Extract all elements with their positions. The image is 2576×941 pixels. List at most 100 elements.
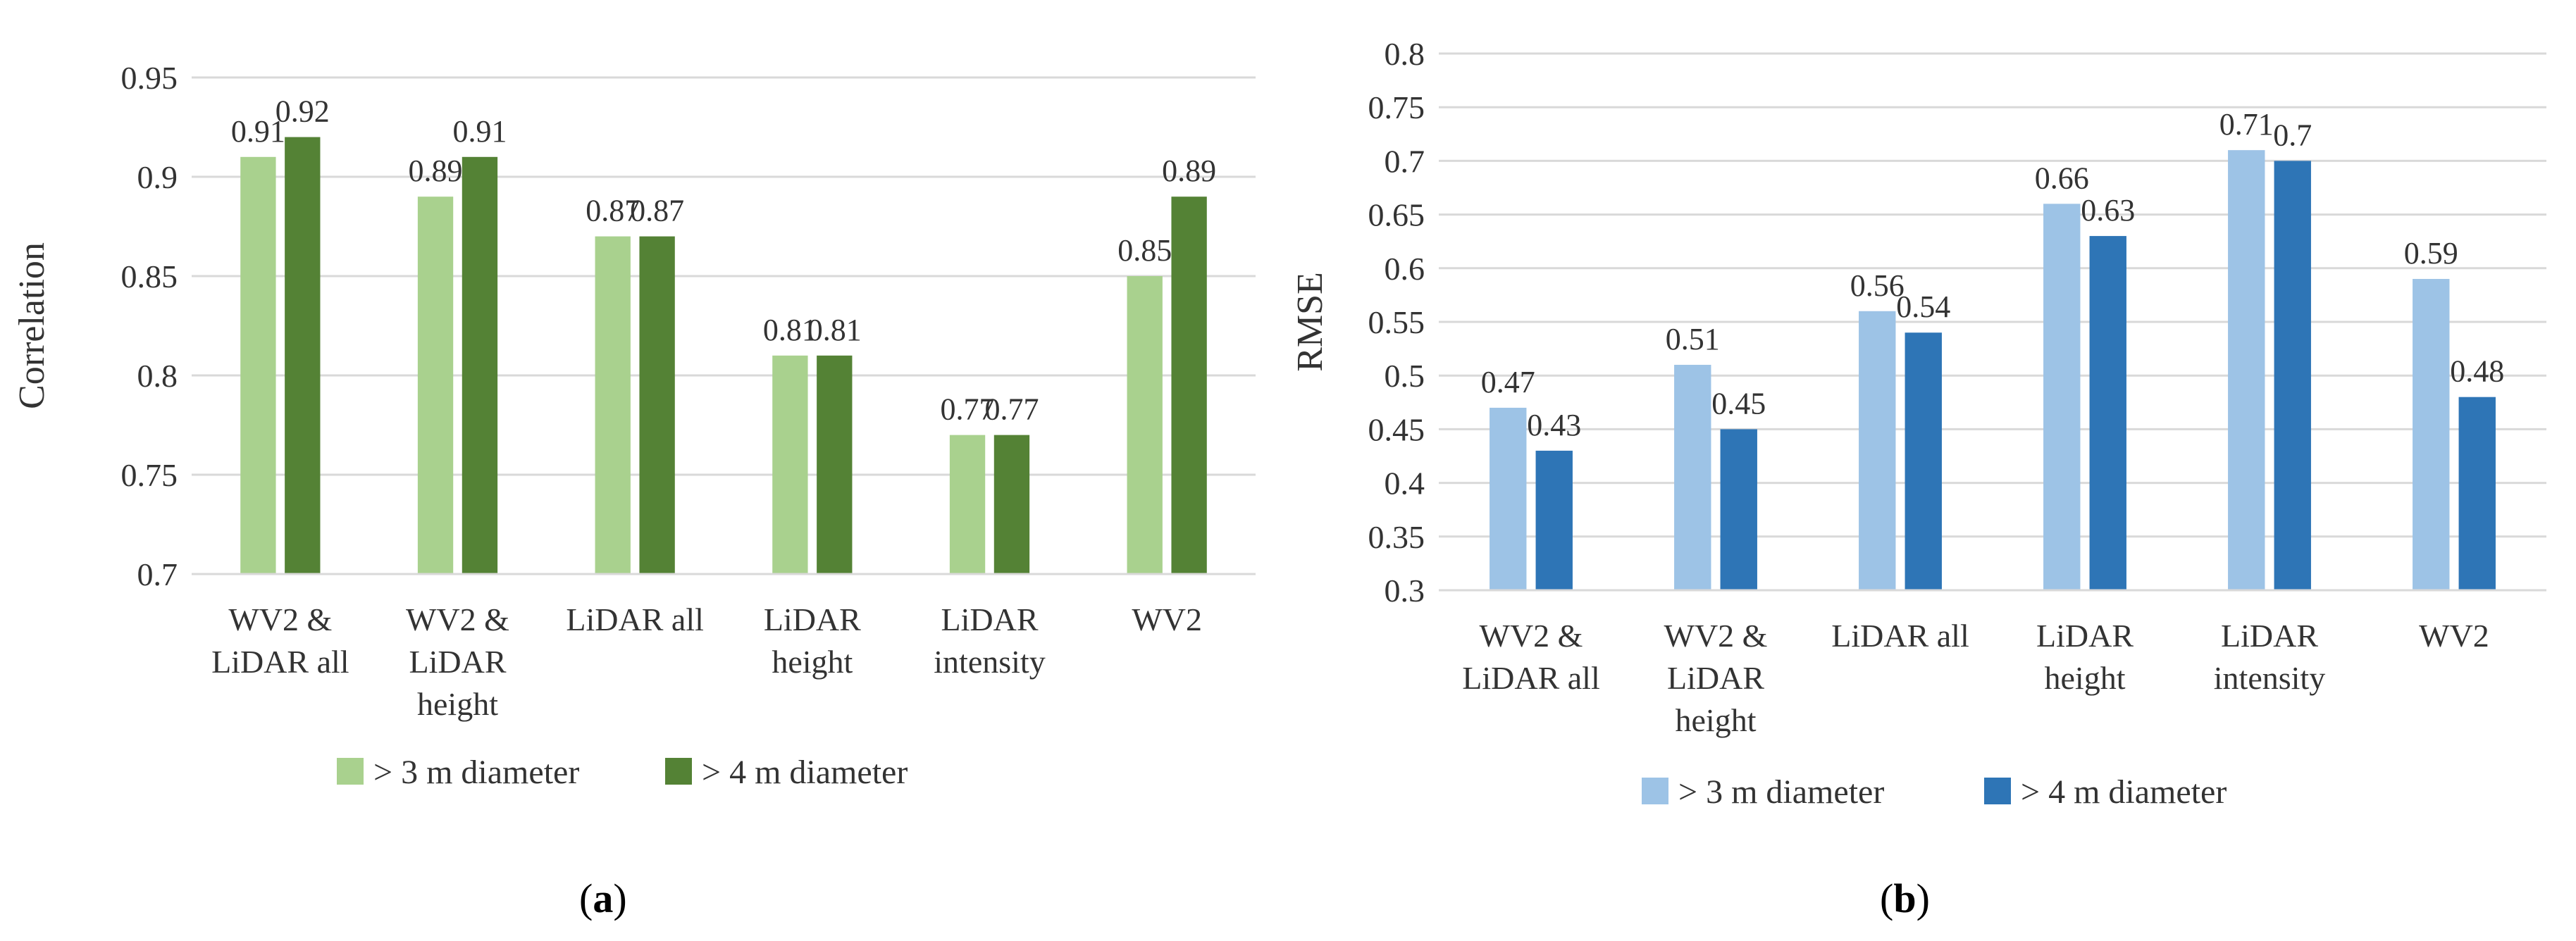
data-label: 0.92 <box>275 94 330 129</box>
caption-b-letter: b <box>1893 875 1916 921</box>
y-tick-label: 0.85 <box>121 258 178 294</box>
x-tick-label: LiDAR all <box>1831 618 1969 654</box>
y-tick-label: 0.75 <box>121 457 178 493</box>
bar <box>1535 450 1573 590</box>
y-tick-label: 0.9 <box>137 159 178 195</box>
bar <box>2089 236 2126 590</box>
data-label: 0.51 <box>1666 322 1720 356</box>
bar <box>2458 397 2496 590</box>
x-tick-label: LiDAR all <box>566 602 703 637</box>
bar <box>2043 204 2081 590</box>
legend-label: > 3 m diameter <box>1678 773 1884 811</box>
y-tick-label: 0.95 <box>121 60 178 96</box>
chart-panel-a: 0.7 0.75 0.8 0.85 0.9 0.95 Correlation 0.91 0.92… <box>12 60 1256 921</box>
bar <box>817 355 853 574</box>
y-tick-label: 0.45 <box>1368 411 1425 447</box>
data-label: 0.87 <box>586 194 640 228</box>
chart-panel-b: 0.3 0.35 0.4 0.45 0.5 0.55 0.6 0.65 0.7 0.75 0.8 RM… <box>1289 0 2576 941</box>
data-label: 0.81 <box>807 313 862 347</box>
bar <box>285 137 321 575</box>
y-tick-label: 0.75 <box>1368 89 1425 125</box>
x-tick-label: WV2 & <box>228 602 332 637</box>
data-label: 0.89 <box>409 154 463 188</box>
y-tick-label: 0.7 <box>137 556 178 592</box>
bar <box>1859 311 1896 590</box>
data-label: 0.54 <box>1896 289 1950 324</box>
x-tick-label: LiDAR <box>1667 660 1764 696</box>
caption-a-letter: a <box>593 875 614 921</box>
data-label: 0.85 <box>1117 233 1172 268</box>
bar <box>240 156 276 575</box>
x-tick-label: WV2 & <box>1480 618 1583 654</box>
rmse-chart: 0.3 0.35 0.4 0.45 0.5 0.55 0.6 0.65 0.7 0.75 0.8 RM… <box>1290 36 2546 811</box>
x-tick-label: WV2 & <box>406 602 509 637</box>
data-label: 0.7 <box>2273 118 2312 152</box>
data-label: 0.89 <box>1162 154 1216 188</box>
bar <box>949 435 986 574</box>
data-label: 0.81 <box>763 313 817 347</box>
bar <box>1171 197 1207 574</box>
x-tick-label: LiDAR all <box>1462 660 1599 696</box>
x-tick-label: LiDAR all <box>211 644 349 680</box>
x-tick-label: LiDAR <box>409 644 507 680</box>
legend-swatch <box>1984 778 2011 804</box>
data-label: 0.91 <box>231 114 285 149</box>
correlation-chart: 0.70.750.80.850.90.95Correlation0.910.92… <box>12 60 1256 791</box>
legend-item: > 4 m diameter <box>665 754 908 791</box>
x-tick-label: intensity <box>2214 660 2325 696</box>
x-tick-label: height <box>417 686 498 722</box>
data-label: 0.43 <box>1527 408 1581 442</box>
legend-swatch <box>665 758 692 785</box>
caption-b: (b) <box>1880 875 1930 921</box>
legend-swatch <box>1642 778 1668 804</box>
data-label: 0.56 <box>1850 268 1905 303</box>
y-tick-label: 0.7 <box>1385 143 1425 179</box>
x-tick-label: intensity <box>934 644 1045 680</box>
x-tick-label: LiDAR <box>764 602 861 637</box>
legend-item: > 3 m diameter <box>1642 773 1884 811</box>
y-tick-label: 0.35 <box>1368 519 1425 555</box>
data-label: 0.87 <box>630 194 684 228</box>
legend-item: > 4 m diameter <box>1984 773 2227 811</box>
y-tick-label: 0.8 <box>1385 36 1425 72</box>
data-label: 0.66 <box>2035 161 2089 195</box>
data-label: 0.48 <box>2450 354 2504 389</box>
x-tick-label: WV2 <box>2419 618 2489 654</box>
legend-label: > 4 m diameter <box>2021 773 2227 811</box>
bar <box>595 236 631 574</box>
x-tick-label: WV2 & <box>1664 618 1768 654</box>
data-label: 0.59 <box>2404 236 2458 270</box>
bar <box>2228 150 2265 590</box>
y-tick-label: 0.6 <box>1385 251 1425 287</box>
x-tick-label: LiDAR <box>2036 618 2134 654</box>
y-tick-label: 0.4 <box>1385 466 1425 501</box>
bar <box>639 236 675 574</box>
x-tick-label: LiDAR <box>2221 618 2318 654</box>
bar <box>1674 364 1711 590</box>
bar <box>1127 276 1163 574</box>
x-tick-label: WV2 <box>1132 602 1202 637</box>
data-label: 0.45 <box>1711 386 1766 420</box>
caption-a: (a) <box>579 875 627 921</box>
legend-label: > 4 m diameter <box>702 754 908 791</box>
x-tick-label: LiDAR <box>941 602 1039 637</box>
x-tick-label: height <box>2045 660 2126 696</box>
bar <box>2413 279 2450 590</box>
data-label: 0.71 <box>2219 107 2274 142</box>
x-tick-label: height <box>772 644 853 680</box>
y-tick-label: 0.65 <box>1368 197 1425 233</box>
legend-label: > 3 m diameter <box>373 754 579 791</box>
data-label: 0.47 <box>1481 365 1535 399</box>
y-axis-label: Correlation <box>12 242 52 409</box>
y-tick-label: 0.55 <box>1368 304 1425 340</box>
data-label: 0.77 <box>941 392 995 427</box>
x-tick-label: height <box>1676 702 1757 738</box>
y-tick-label: 0.3 <box>1385 573 1425 609</box>
legend-swatch <box>337 758 364 785</box>
y-axis-label: RMSE <box>1290 272 1330 372</box>
data-label: 0.63 <box>2081 193 2135 228</box>
y-tick-label: 0.8 <box>137 358 178 394</box>
bar <box>1720 429 1757 590</box>
data-label: 0.91 <box>452 114 507 149</box>
bar <box>993 435 1030 574</box>
